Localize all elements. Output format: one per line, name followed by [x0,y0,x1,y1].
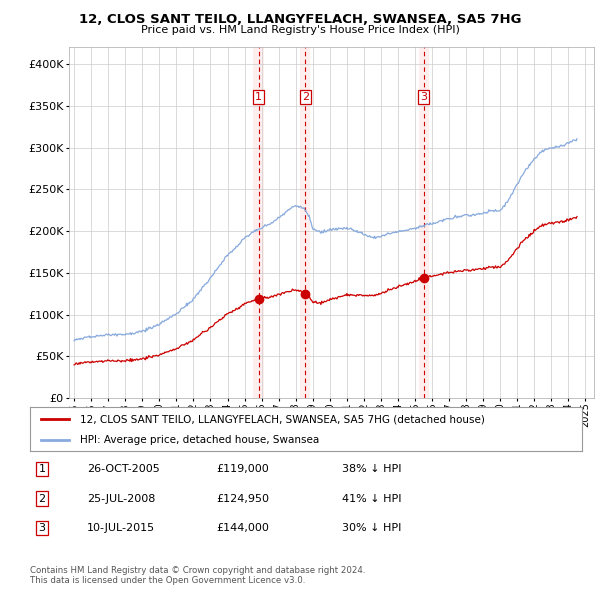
Bar [253,47,263,398]
Text: 1: 1 [38,464,46,474]
Text: Price paid vs. HM Land Registry's House Price Index (HPI): Price paid vs. HM Land Registry's House … [140,25,460,35]
Text: 12, CLOS SANT TEILO, LLANGYFELACH, SWANSEA, SA5 7HG: 12, CLOS SANT TEILO, LLANGYFELACH, SWANS… [79,13,521,26]
Text: This data is licensed under the Open Government Licence v3.0.: This data is licensed under the Open Gov… [30,576,305,585]
Text: 3: 3 [38,523,46,533]
Text: HPI: Average price, detached house, Swansea: HPI: Average price, detached house, Swan… [80,435,319,445]
Text: 38% ↓ HPI: 38% ↓ HPI [342,464,401,474]
Text: 25-JUL-2008: 25-JUL-2008 [87,494,155,503]
Text: 41% ↓ HPI: 41% ↓ HPI [342,494,401,503]
Text: 3: 3 [421,93,427,102]
Text: 12, CLOS SANT TEILO, LLANGYFELACH, SWANSEA, SA5 7HG (detached house): 12, CLOS SANT TEILO, LLANGYFELACH, SWANS… [80,415,485,424]
Text: 30% ↓ HPI: 30% ↓ HPI [342,523,401,533]
Text: 26-OCT-2005: 26-OCT-2005 [87,464,160,474]
Text: 2: 2 [38,494,46,503]
Text: 1: 1 [255,93,262,102]
Bar [419,47,429,398]
Text: £124,950: £124,950 [216,494,269,503]
Bar [300,47,310,398]
Text: Contains HM Land Registry data © Crown copyright and database right 2024.: Contains HM Land Registry data © Crown c… [30,566,365,575]
Text: 2: 2 [302,93,309,102]
Text: £144,000: £144,000 [216,523,269,533]
Text: 10-JUL-2015: 10-JUL-2015 [87,523,155,533]
Text: £119,000: £119,000 [216,464,269,474]
